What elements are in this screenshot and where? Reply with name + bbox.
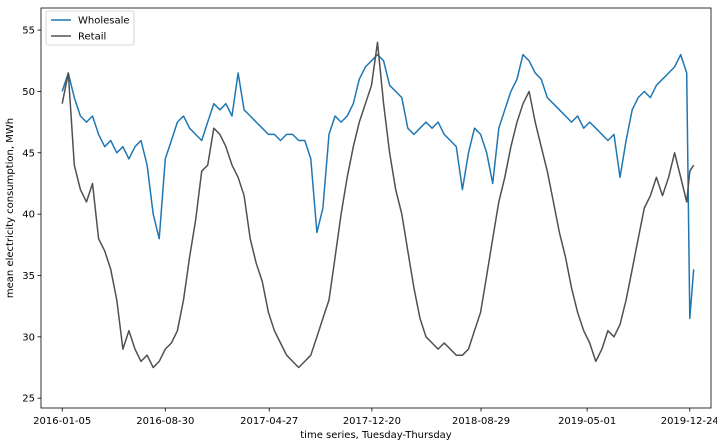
x-tick-label: 2019-12-24 bbox=[661, 416, 717, 427]
x-tick-label: 2017-12-20 bbox=[343, 416, 401, 427]
plot-area bbox=[41, 8, 711, 408]
x-axis-title: time series, Tuesday-Thursday bbox=[300, 430, 452, 441]
x-tick-label: 2016-01-05 bbox=[33, 416, 91, 427]
x-tick-label: 2017-04-27 bbox=[240, 416, 298, 427]
series-layer bbox=[61, 41, 695, 369]
y-tick-label: 55 bbox=[22, 26, 35, 37]
y-tick-label: 30 bbox=[22, 332, 35, 343]
y-tick-label: 25 bbox=[22, 394, 35, 405]
y-tick-label: 35 bbox=[22, 271, 35, 282]
y-axis-title: mean electricity consumption, MWh bbox=[5, 118, 16, 298]
x-axis: 2016-01-05 2016-08-30 2017-04-27 2017-12-20… bbox=[33, 408, 717, 427]
y-tick-label: 45 bbox=[22, 148, 35, 159]
series-line-retail bbox=[61, 41, 695, 369]
plot-frame bbox=[40, 7, 712, 409]
legend: Wholesale Retail bbox=[45, 10, 135, 46]
y-tick-label: 40 bbox=[22, 210, 35, 221]
legend-label-wholesale: Wholesale bbox=[78, 16, 130, 27]
x-tick-label: 2016-08-30 bbox=[136, 416, 194, 427]
y-tick-label: 50 bbox=[22, 87, 35, 98]
series-line-wholesale bbox=[61, 53, 695, 320]
y-axis: 25 30 35 40 45 50 55 bbox=[22, 26, 41, 405]
x-tick-label: 2018-08-29 bbox=[452, 416, 510, 427]
x-tick-label: 2019-05-01 bbox=[558, 416, 616, 427]
legend-label-retail: Retail bbox=[78, 32, 106, 43]
